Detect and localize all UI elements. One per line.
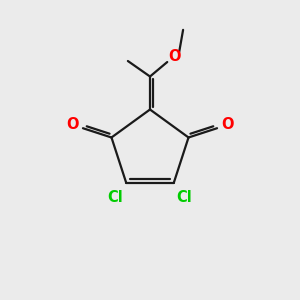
Text: O: O bbox=[168, 49, 180, 64]
Text: O: O bbox=[222, 117, 234, 132]
Text: O: O bbox=[66, 117, 78, 132]
Text: Cl: Cl bbox=[108, 190, 124, 205]
Text: Cl: Cl bbox=[176, 190, 192, 205]
